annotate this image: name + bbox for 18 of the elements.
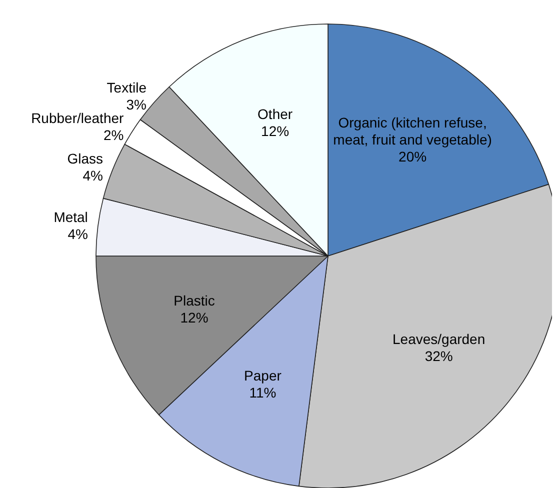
data-label: 4% — [68, 226, 88, 242]
data-label: 12% — [261, 122, 290, 139]
slice-label: Paper — [244, 368, 282, 384]
slice-label: Organic (kitchen refuse, meat, fruit and vegetable) — [333, 114, 492, 148]
data-label: 12% — [180, 309, 208, 326]
data-label: 3% — [126, 96, 146, 112]
slice-label: Metal — [54, 209, 88, 226]
slice-label: Textile — [106, 79, 147, 96]
slice-label: Glass — [67, 150, 103, 166]
data-label: 2% — [103, 126, 124, 143]
slice-label: Rubber/leather — [31, 110, 124, 126]
data-label: 11% — [249, 384, 276, 401]
data-label: 4% — [82, 167, 103, 184]
data-label: 20% — [398, 148, 427, 165]
slice-label: Leaves/garden — [392, 331, 486, 348]
data-label: 32% — [424, 348, 453, 364]
slice-label: Plastic — [174, 292, 215, 308]
slice-label: Other — [258, 106, 293, 122]
